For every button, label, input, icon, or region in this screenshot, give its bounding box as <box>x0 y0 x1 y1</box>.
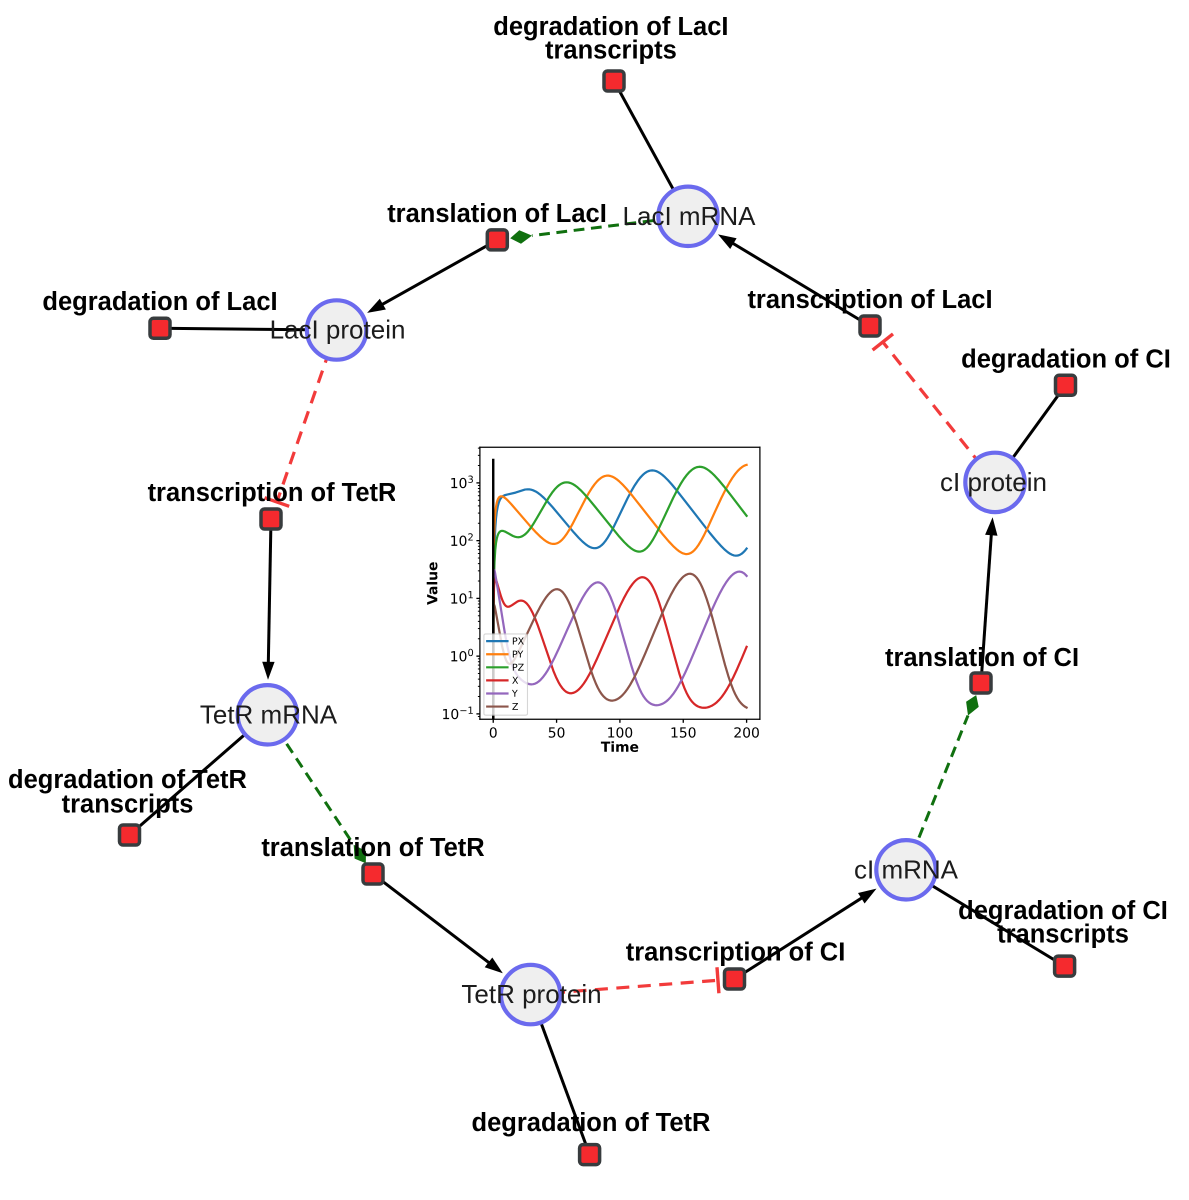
svg-text:LacI protein: LacI protein <box>270 315 406 345</box>
svg-text:transcription of LacI: transcription of LacI <box>747 286 992 314</box>
svg-text:degradation of TetR: degradation of TetR <box>8 766 247 794</box>
svg-text:degradation of CI: degradation of CI <box>961 346 1171 374</box>
svg-text:transcripts: transcripts <box>62 791 194 819</box>
svg-text:transcripts: transcripts <box>545 37 677 65</box>
svg-text:degradation of CI: degradation of CI <box>958 897 1168 925</box>
svg-text:degradation of LacI: degradation of LacI <box>42 288 277 316</box>
svg-text:translation of CI: translation of CI <box>885 644 1079 672</box>
svg-text:degradation of LacI: degradation of LacI <box>493 13 728 41</box>
svg-text:transcripts: transcripts <box>997 921 1129 949</box>
svg-text:cI mRNA: cI mRNA <box>854 854 959 884</box>
svg-text:TetR mRNA: TetR mRNA <box>200 699 338 729</box>
svg-text:cI protein: cI protein <box>940 467 1047 497</box>
svg-text:LacI mRNA: LacI mRNA <box>623 201 757 231</box>
svg-text:TetR protein: TetR protein <box>461 979 601 1009</box>
svg-text:translation of TetR: translation of TetR <box>261 834 484 862</box>
svg-text:transcription of TetR: transcription of TetR <box>148 479 397 507</box>
svg-text:transcription of CI: transcription of CI <box>626 939 846 967</box>
svg-text:degradation of TetR: degradation of TetR <box>472 1109 711 1137</box>
svg-text:translation of LacI: translation of LacI <box>387 200 607 228</box>
